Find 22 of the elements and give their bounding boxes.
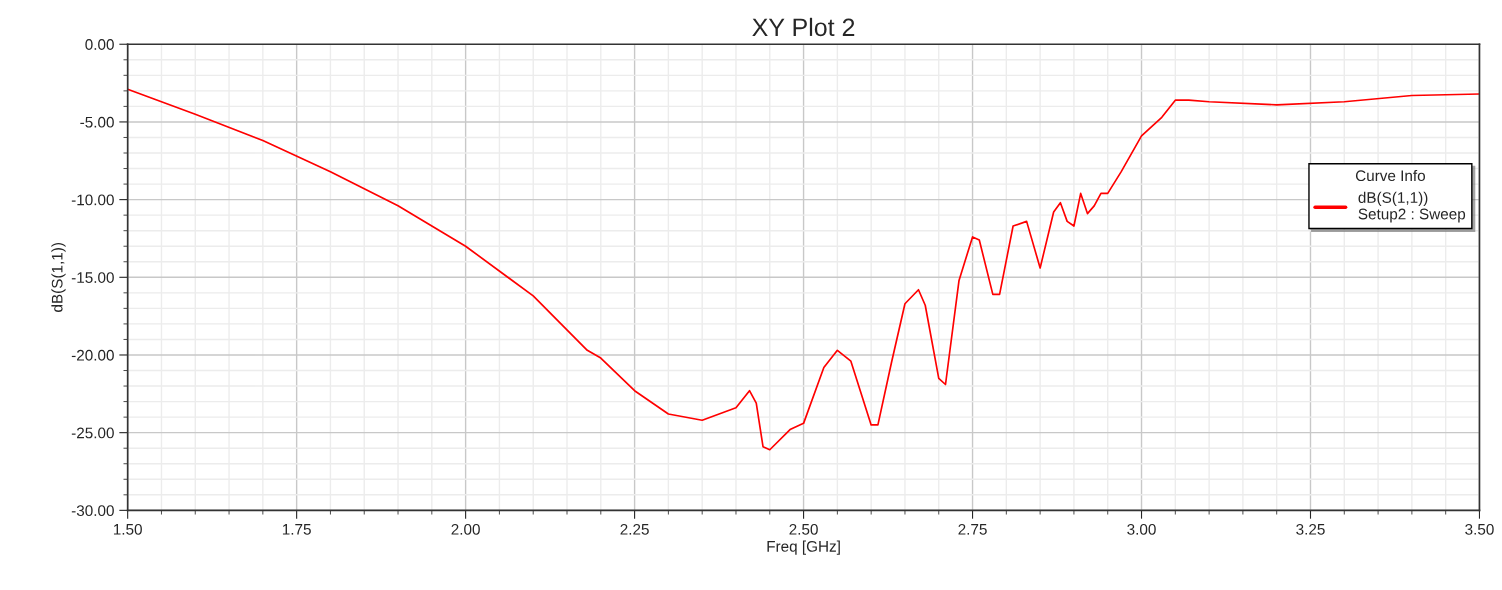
y-tick-label: -30.00 bbox=[71, 505, 114, 517]
y-tick-label: -25.00 bbox=[71, 427, 114, 439]
legend-title: Curve Info bbox=[1355, 169, 1425, 182]
y-tick-label: 0.00 bbox=[85, 39, 114, 50]
x-tick-label: 2.25 bbox=[620, 523, 649, 535]
x-tick-label: 1.50 bbox=[113, 523, 142, 535]
x-tick-label: 2.50 bbox=[789, 523, 818, 535]
y-tick-label: -15.00 bbox=[71, 272, 114, 283]
chart-title: XY Plot 2 bbox=[752, 17, 855, 37]
y-tick-label: -10.00 bbox=[71, 194, 114, 206]
x-tick-label: 1.75 bbox=[282, 524, 311, 535]
line-series bbox=[127, 88, 1480, 451]
x-tick-label: 3.25 bbox=[1296, 523, 1325, 535]
y-axis-title: dB(S(1,1)) bbox=[51, 243, 66, 312]
y-tick-label: -20.00 bbox=[71, 349, 114, 361]
x-tick-label: 2.75 bbox=[958, 523, 987, 535]
legend-label: dB(S(1,1)) Setup2 : Sweep bbox=[1358, 191, 1466, 223]
x-tick-label: 3.00 bbox=[1127, 523, 1156, 535]
x-axis-title: Freq [GHz] bbox=[767, 540, 840, 555]
x-tick-label: 2.00 bbox=[451, 523, 480, 535]
y-tick-label: -5.00 bbox=[80, 116, 114, 128]
x-tick-label: 3.50 bbox=[1465, 523, 1494, 535]
